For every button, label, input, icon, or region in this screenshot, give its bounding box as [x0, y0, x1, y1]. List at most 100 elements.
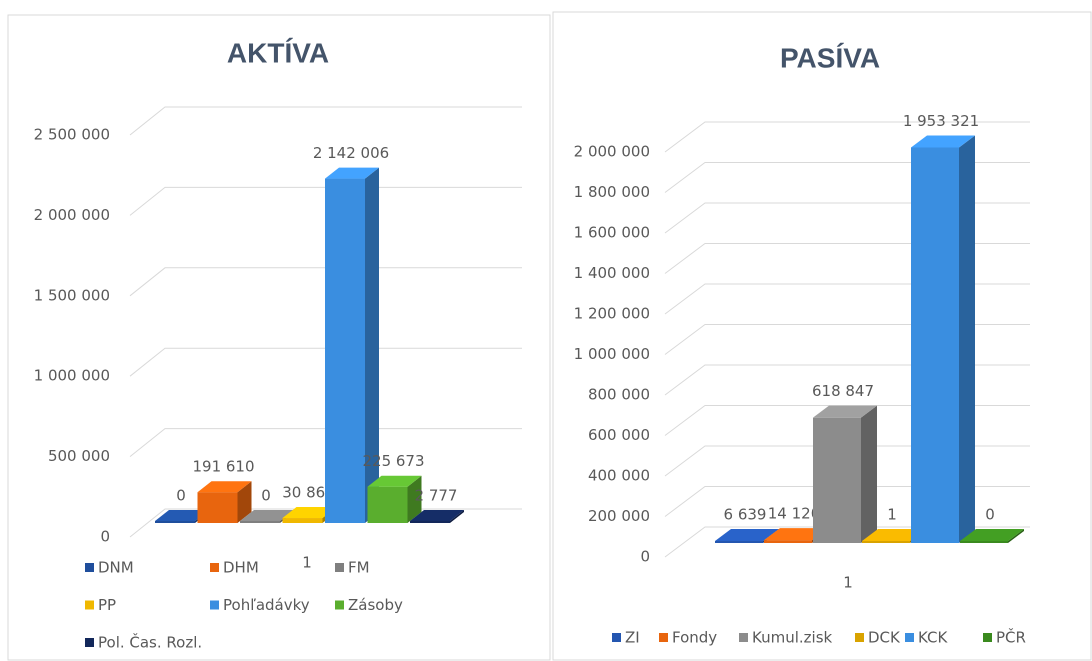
data-label: 6 639: [724, 506, 767, 524]
y-tick-label: 2 000 000: [574, 143, 650, 161]
y-tick-label: 1 600 000: [574, 224, 650, 242]
bar-top: [764, 528, 828, 541]
bar-front: [764, 540, 812, 543]
bar-front: [813, 417, 861, 543]
legend-label: Fondy: [672, 629, 717, 647]
legend-swatch: [855, 633, 864, 642]
grid-line: [129, 428, 522, 457]
bar-front: [282, 518, 323, 523]
data-label: 0: [261, 487, 271, 505]
y-tick-label: 1 000 000: [34, 367, 110, 385]
bar-side: [959, 135, 975, 543]
grid-line: [129, 106, 522, 136]
y-tick-label: 0: [100, 528, 110, 546]
data-label: 225 673: [362, 452, 424, 470]
bar-front: [155, 521, 195, 523]
y-tick-label: 1 400 000: [574, 264, 650, 282]
bar-front: [240, 521, 280, 523]
legend-swatch: [335, 600, 344, 610]
x-tick-label: 1: [843, 574, 853, 592]
y-tick-label: 2 500 000: [34, 126, 110, 144]
bar-top: [325, 167, 379, 179]
legend-label: DCK: [868, 629, 901, 647]
legend-label: DNM: [98, 559, 134, 577]
y-tick-label: 1 000 000: [574, 345, 650, 363]
bar-top: [715, 529, 779, 541]
data-label: 2 142 006: [313, 144, 389, 162]
bar-top: [155, 510, 209, 521]
legend-label: DHM: [223, 559, 259, 577]
grid-line: [664, 121, 1030, 153]
data-label: 2 777: [415, 487, 458, 505]
bar-front: [197, 492, 238, 523]
grid-line: [129, 267, 522, 297]
bar: [813, 405, 877, 543]
legend-swatch: [210, 563, 219, 572]
y-tick-label: 1 200 000: [574, 305, 650, 323]
data-label: 191 610: [192, 458, 254, 476]
y-tick-label: 0: [640, 548, 650, 566]
legend-swatch: [983, 633, 992, 642]
bar-front: [960, 541, 1008, 543]
x-tick-label: 1: [302, 554, 312, 572]
legend-label: Zásoby: [348, 596, 403, 614]
bar-side: [237, 481, 252, 523]
bar: [367, 475, 422, 523]
data-label: 0: [985, 506, 995, 524]
legend-swatch: [612, 633, 621, 642]
bar: [325, 167, 379, 523]
bar-top: [410, 510, 464, 521]
y-tick-label: 500 000: [48, 447, 110, 465]
panel: [552, 11, 1092, 661]
legend-label: KCK: [918, 629, 948, 647]
bar-front: [325, 178, 365, 523]
bar-side: [1008, 529, 1024, 543]
legend-label: Pol. Čas. Rozl.: [98, 633, 202, 652]
data-label: 0: [176, 487, 186, 505]
data-label: 618 847: [812, 382, 874, 400]
legend-swatch: [210, 600, 219, 610]
bar-top: [911, 135, 975, 148]
legend-swatch: [85, 600, 94, 610]
bar-top: [367, 475, 422, 487]
y-tick-label: 2 000 000: [34, 206, 110, 224]
bar-side: [407, 475, 422, 523]
bar: [410, 510, 464, 523]
bar: [197, 481, 252, 523]
data-label: 30 862: [282, 484, 335, 502]
legend-label: Kumul.zisk: [752, 629, 833, 647]
chart-title: AKTÍVA: [227, 37, 329, 68]
bar-top: [197, 481, 252, 493]
legend-label: Pohľadávky: [223, 596, 310, 614]
bar-front: [862, 541, 910, 543]
legend-label: FM: [348, 559, 370, 577]
legend-swatch: [85, 563, 94, 572]
bar-top: [813, 405, 877, 418]
data-label: 1: [887, 506, 897, 524]
panel: [7, 14, 551, 661]
legend-swatch: [905, 633, 914, 642]
bar-side: [861, 405, 877, 543]
y-tick-label: 400 000: [588, 467, 650, 485]
legend-label: PP: [98, 596, 116, 614]
y-tick-label: 1 800 000: [574, 183, 650, 201]
legend-label: ZI: [625, 629, 640, 647]
data-label: 14 120: [768, 505, 821, 523]
legend-swatch: [739, 633, 748, 642]
bar-front: [410, 521, 450, 523]
bar-side: [450, 510, 464, 523]
bar-top: [240, 510, 294, 521]
bar-front: [911, 147, 959, 543]
legend-swatch: [659, 633, 668, 642]
bar-top: [960, 529, 1024, 541]
bar-top: [862, 529, 926, 541]
legend-swatch: [335, 563, 344, 572]
bar-side: [365, 167, 379, 523]
grid-line: [129, 186, 522, 216]
grid-line: [129, 347, 522, 377]
y-tick-label: 1 500 000: [34, 286, 110, 304]
legend-label: PČR: [996, 628, 1026, 647]
y-tick-label: 200 000: [588, 507, 650, 525]
bar-front: [367, 486, 408, 523]
